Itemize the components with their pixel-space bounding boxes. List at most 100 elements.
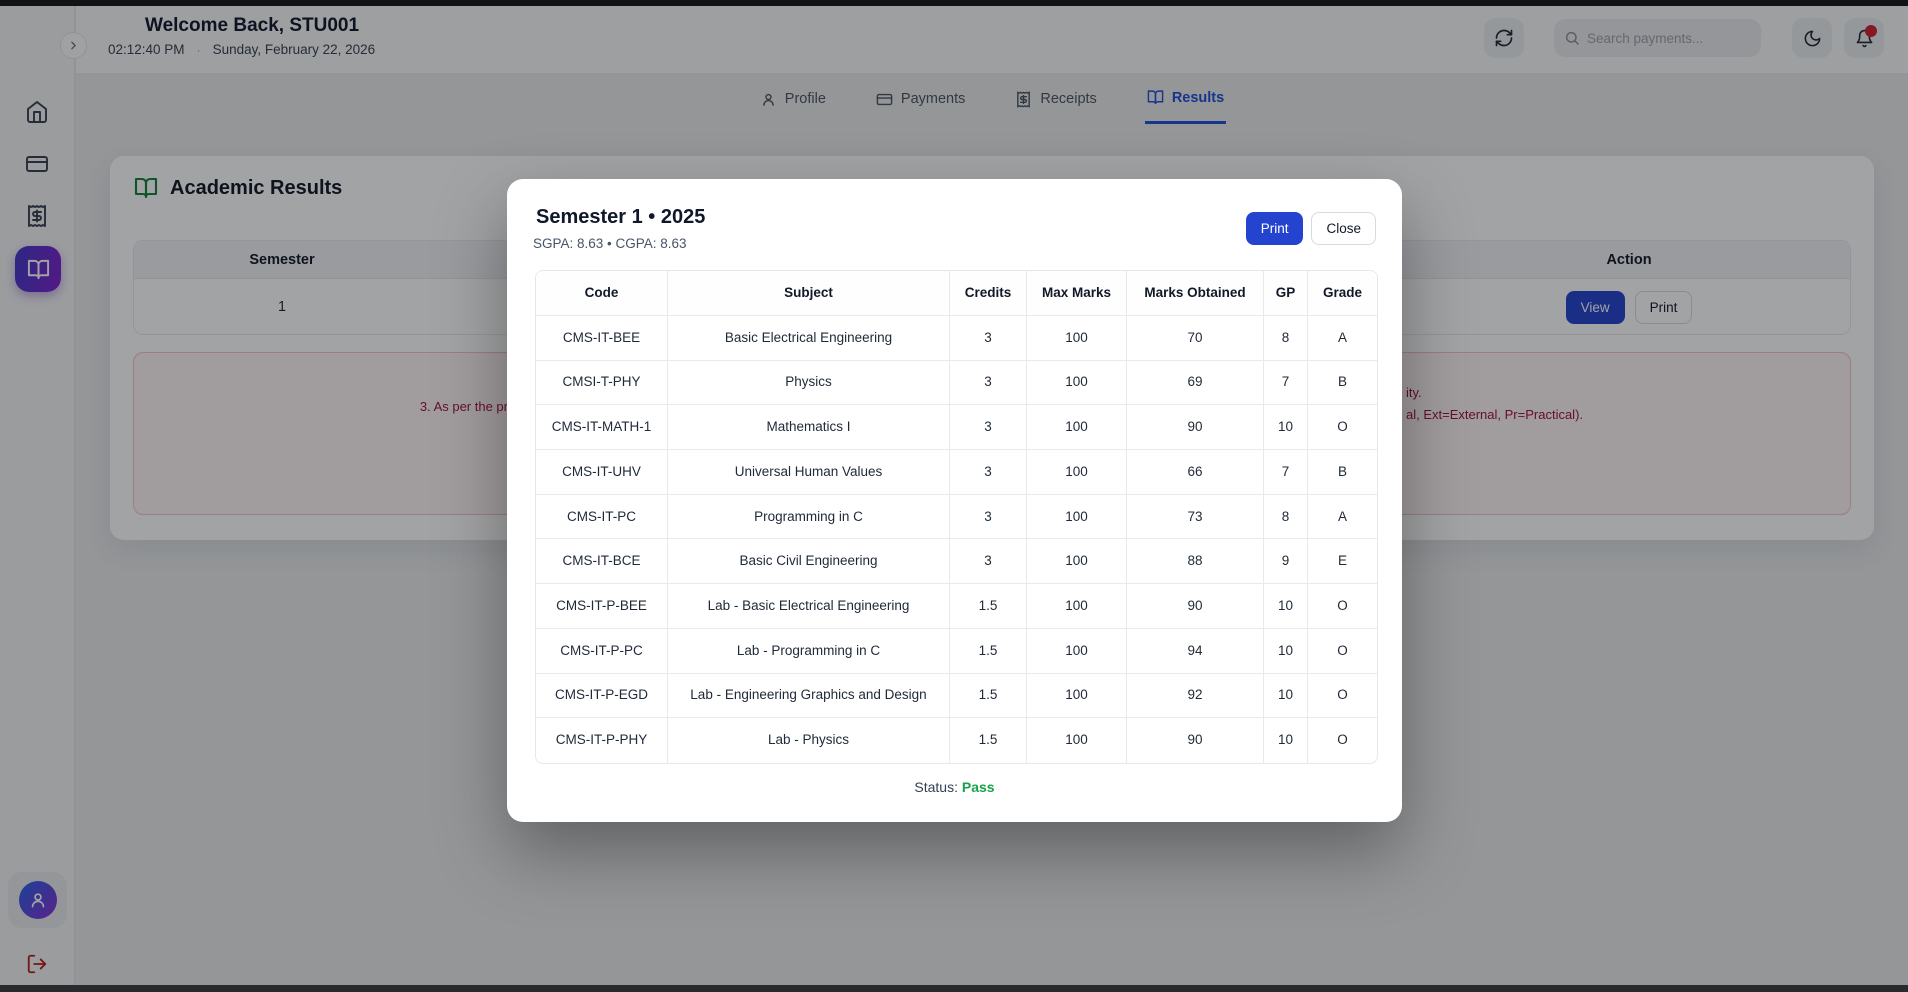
marks-obtained-cell: 73 — [1127, 494, 1264, 540]
marks-obtained-cell: 90 — [1127, 405, 1264, 451]
search-icon — [1564, 30, 1580, 46]
grade-cell: O — [1308, 405, 1377, 451]
book-open-icon — [27, 258, 50, 281]
credits-cell: 1.5 — [950, 584, 1027, 629]
semester-cell: 1 — [277, 299, 287, 315]
subject-cell: Lab - Engineering Graphics and Design — [668, 673, 950, 719]
logout-icon — [26, 953, 48, 975]
code-cell: CMS-IT-P-EGD — [536, 673, 668, 719]
code-cell: CMS-IT-UHV — [536, 450, 668, 495]
close-button[interactable]: Close — [1311, 212, 1376, 245]
gp-cell: 7 — [1264, 360, 1308, 406]
sidebar-item-payments[interactable] — [17, 144, 57, 184]
print-row-button[interactable]: Print — [1634, 290, 1693, 324]
search-input[interactable] — [1587, 30, 1747, 46]
column-header: GP — [1264, 271, 1308, 316]
marks-obtained-cell: 92 — [1127, 673, 1264, 719]
grade-cell: E — [1308, 539, 1377, 585]
max-marks-cell: 100 — [1027, 718, 1127, 763]
credits-cell: 3 — [950, 494, 1027, 540]
table-row: CMS-IT-BEE Basic Electrical Engineering … — [536, 316, 1377, 361]
datetime-separator: · — [196, 42, 201, 57]
marks-obtained-cell: 88 — [1127, 539, 1264, 585]
user-avatar-button[interactable] — [8, 872, 67, 928]
max-marks-cell: 100 — [1027, 539, 1127, 585]
sidebar-item-results[interactable] — [15, 246, 61, 292]
window-top-bar — [0, 0, 1908, 6]
credits-cell: 3 — [950, 405, 1027, 451]
code-cell: CMS-IT-MATH-1 — [536, 405, 668, 451]
datetime-row: 02:12:40 PM · Sunday, February 22, 2026 — [108, 42, 375, 57]
column-header: Max Marks — [1027, 271, 1127, 316]
gp-cell: 10 — [1264, 718, 1308, 763]
tab-label: Results — [1171, 89, 1225, 106]
subject-cell: Basic Electrical Engineering — [668, 316, 950, 361]
sidebar-collapse-button[interactable] — [60, 32, 87, 59]
code-cell: CMS-IT-P-PHY — [536, 718, 668, 763]
action-cell: View Print — [1406, 279, 1852, 335]
notifications-button[interactable] — [1844, 18, 1884, 58]
subject-cell: Lab - Programming in C — [668, 628, 950, 674]
receipt-icon — [25, 204, 49, 228]
credits-cell: 1.5 — [950, 628, 1027, 674]
code-cell: CMS-IT-BCE — [536, 539, 668, 585]
credits-cell: 3 — [950, 316, 1027, 361]
print-button[interactable]: Print — [1245, 212, 1304, 245]
status-label: Status: — [914, 779, 958, 795]
marks-obtained-cell: 90 — [1127, 584, 1264, 629]
marks-obtained-cell: 66 — [1127, 450, 1264, 495]
bell-icon — [1855, 24, 1877, 48]
card-title-row: Academic Results — [134, 176, 342, 200]
max-marks-cell: 100 — [1027, 673, 1127, 719]
table-row: CMS-IT-MATH-1 Mathematics I 3 100 90 10 … — [536, 405, 1377, 451]
table-row: CMSI-T-PHY Physics 3 100 69 7 B — [536, 360, 1377, 406]
sidebar-item-home[interactable] — [17, 92, 57, 132]
logout-button[interactable] — [24, 951, 50, 977]
tab-profile[interactable]: Profile — [758, 80, 828, 124]
view-button[interactable]: View — [1565, 290, 1625, 324]
grade-cell: O — [1337, 732, 1348, 748]
refresh-button[interactable] — [1484, 18, 1524, 58]
credits-cell: 1.5 — [950, 673, 1027, 719]
current-date: Sunday, February 22, 2026 — [212, 42, 376, 57]
tab-label: Profile — [784, 91, 826, 107]
credit-card-icon — [25, 152, 49, 176]
status-line: Status: Pass — [507, 779, 1402, 795]
book-open-icon — [1147, 89, 1164, 106]
book-open-icon — [134, 176, 158, 200]
marks-table-header-row: Code Subject Credits Max Marks Marks Obt… — [536, 271, 1377, 316]
gp-cell: 10 — [1264, 673, 1308, 719]
column-header: Grade — [1308, 271, 1377, 316]
theme-toggle-button[interactable] — [1792, 18, 1832, 58]
max-marks-cell: 100 — [1027, 450, 1127, 495]
notes-text-fragment-right-bottom: al, Ext=External, Pr=Practical). — [1406, 407, 1584, 422]
sidebar — [0, 6, 75, 985]
table-row: CMS-IT-P-BEE Lab - Basic Electrical Engi… — [536, 584, 1377, 629]
chevron-right-icon — [67, 39, 80, 52]
current-time: 02:12:40 PM — [108, 42, 185, 57]
notification-dot — [1864, 24, 1877, 37]
page-title: Academic Results — [170, 176, 343, 199]
column-header: Marks Obtained — [1127, 271, 1264, 316]
credit-card-icon — [876, 91, 893, 108]
tab-label: Receipts — [1040, 91, 1097, 107]
user-icon — [760, 91, 777, 108]
sidebar-item-receipts[interactable] — [17, 196, 57, 236]
semester-results-modal: Semester 1 • 2025 SGPA: 8.63 • CGPA: 8.6… — [507, 179, 1402, 822]
table-row: CMS-IT-P-PHY Lab - Physics 1.5 100 90 10… — [536, 718, 1377, 763]
max-marks-cell: 100 — [1027, 584, 1127, 629]
status-badge: Pass — [961, 779, 995, 795]
tab-results[interactable]: Results — [1144, 80, 1227, 124]
tab-receipts[interactable]: Receipts — [1013, 80, 1098, 124]
credits-cell: 1.5 — [950, 718, 1027, 763]
gp-cell: 8 — [1264, 494, 1308, 540]
marks-obtained-cell: 69 — [1127, 360, 1264, 406]
tab-payments[interactable]: Payments — [874, 80, 967, 124]
notes-text-fragment-left: 3. As per the pr — [419, 399, 508, 414]
gp-cell: 10 — [1264, 584, 1308, 629]
refresh-icon — [1494, 28, 1514, 48]
action-column-header: Action — [1606, 252, 1652, 268]
code-cell: CMSI-T-PHY — [536, 360, 668, 406]
subject-cell: Physics — [668, 360, 950, 406]
